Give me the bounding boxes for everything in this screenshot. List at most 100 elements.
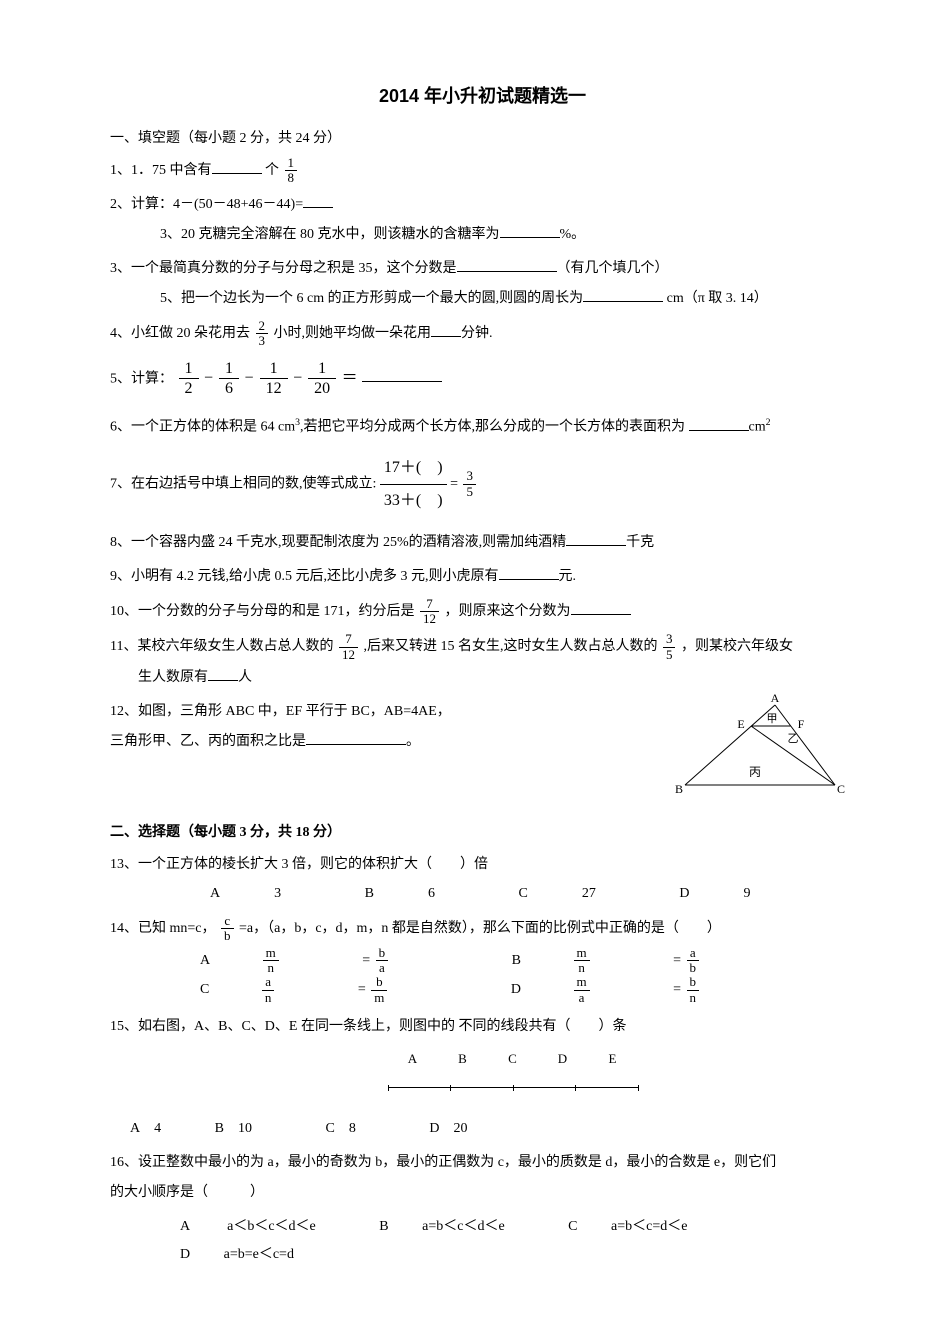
opt-value: 9 [743, 881, 750, 906]
frac-den: 12 [420, 612, 439, 626]
opt-value: a=b＜c＜d＜e [422, 1213, 505, 1241]
frac-den: n [263, 961, 279, 975]
blank [583, 288, 663, 302]
q11-f1: 712 [339, 632, 358, 662]
q8-text-b: 千克 [626, 535, 654, 550]
opt-label: A [180, 1213, 190, 1241]
opt-d: D 20 [429, 1115, 467, 1143]
q16-options: A a＜b＜c＜d＜e B a=b＜c＜d＜e C a=b＜c=d＜e D a=… [110, 1213, 855, 1269]
frac: mn [574, 946, 630, 976]
blank [303, 194, 333, 208]
frac-num: 7 [339, 632, 358, 647]
frac-num: m [574, 975, 590, 990]
frac-den: 5 [663, 648, 676, 662]
q8: 8、一个容器内盛 24 千克水,现要配制浓度为 25%的酒精溶液,则需加纯酒精千… [110, 529, 855, 557]
q15-line-figure: ABCDE [110, 1047, 855, 1097]
point-label: A [388, 1047, 438, 1070]
q4-text-b: 小时,则她平均做一朵花用 [274, 326, 432, 341]
expr-bot: 33＋( ) [380, 485, 447, 517]
frac-num: 7 [420, 597, 439, 612]
opt-value: 3 [274, 881, 281, 906]
q5-f1: 12 [179, 359, 199, 399]
frac-num: a [687, 946, 700, 961]
opt-b: B mn = ab [512, 946, 779, 976]
opt-label: D [679, 881, 689, 906]
frac-den: 3 [256, 334, 269, 348]
opt-label: D [180, 1241, 190, 1269]
svg-text:A: A [771, 691, 780, 705]
page-title: 2014 年小升初试题精选一 [110, 80, 855, 112]
opt-b: B 10 [215, 1115, 252, 1143]
q3b: 5、把一个边长为一个 6 cm 的正方形剪成一个最大的圆,则圆的周长为 cm（π… [110, 285, 855, 313]
q6-text-a: 6、一个正方体的体积是 64 cm [110, 420, 295, 435]
q1-text-a: 1、1．75 中含有 [110, 163, 212, 178]
frac-den: 2 [179, 379, 199, 399]
frac-num: a [262, 975, 275, 990]
q14: 14、已知 mn=c， cb =a，（a，b，c，d，m，n 都是自然数），那么… [110, 914, 855, 944]
frac: ba [376, 946, 429, 976]
q7-fraction: 35 [463, 469, 476, 499]
q11-cont: 生人数原有 人 [110, 664, 855, 692]
frac-den: 12 [339, 648, 358, 662]
triangle-figure: A B C E F 甲 乙 丙 [655, 690, 855, 800]
opt-a: A 4 [130, 1115, 161, 1143]
opt-c: C 8 [325, 1115, 355, 1143]
frac: bn [687, 975, 740, 1005]
q16-text-a: 16、设正整数中最小的为 a，最小的奇数为 b，最小的正偶数为 c，最小的质数是… [110, 1155, 776, 1170]
blank [689, 417, 749, 431]
q2b-text-b: %。 [560, 227, 586, 242]
q16-cont: 的大小顺序是（ ） [110, 1179, 855, 1207]
opt-label: C [325, 1121, 334, 1136]
q5-f4: 120 [308, 359, 336, 399]
opt-label: C [568, 1213, 577, 1241]
opt-label: B [512, 948, 521, 973]
frac: mn [263, 946, 319, 976]
opt-a: A a＜b＜c＜d＜e [180, 1213, 346, 1241]
q15-options: A 4 B 10 C 8 D 20 [110, 1115, 855, 1143]
q6-text-b: ,若把它平均分成两个长方体,那么分成的一个长方体的表面积为 [300, 420, 685, 435]
q14-fraction: cb [221, 914, 234, 944]
q11-text-d: 生人数原有 [138, 670, 208, 685]
q3b-text-b: cm（π 取 3. 14） [663, 291, 768, 306]
q11-text-e: 人 [238, 670, 252, 685]
svg-text:乙: 乙 [788, 732, 799, 745]
q11-text-b: ,后来又转进 15 名女生,这时女生人数占总人数的 [363, 639, 657, 654]
q5-f2: 16 [219, 359, 239, 399]
q7: 7、在右边括号中填上相同的数,使等式成立: 17＋( )33＋( ) = 35 [110, 452, 855, 517]
svg-text:C: C [837, 782, 845, 796]
frac-num: 1 [179, 359, 199, 380]
q9-text-b: 元. [559, 569, 577, 584]
frac-num: c [221, 914, 234, 929]
minus: − [245, 369, 258, 386]
q2: 2、计算：4－(50－48+46－44)= [110, 191, 855, 219]
q7-eq: = [450, 476, 458, 491]
frac-den: a [376, 961, 389, 975]
line-point-labels: ABCDE [170, 1047, 855, 1072]
opt-value: a=b＜c=d＜e [611, 1213, 687, 1241]
opt-d: D a=b=e＜c=d [180, 1241, 324, 1269]
opt-b: B 6 [365, 881, 475, 906]
svg-text:丙: 丙 [749, 765, 761, 779]
svg-text:甲: 甲 [767, 713, 778, 725]
q4-fraction: 23 [256, 319, 269, 349]
q12-text-b: 三角形甲、乙、丙的面积之比是 [110, 734, 306, 749]
q11-text-c: ，则某校六年级女 [681, 639, 793, 654]
opt-label: A [200, 948, 210, 973]
frac: ma [574, 975, 630, 1005]
q9: 9、小明有 4.2 元钱,给小虎 0.5 元后,还比小虎多 3 元,则小虎原有元… [110, 563, 855, 591]
frac-num: 1 [285, 156, 298, 171]
q1: 1、1．75 中含有 个 18 [110, 156, 855, 186]
point-label: B [438, 1047, 488, 1070]
blank [566, 532, 626, 546]
opt-label: A [130, 1121, 140, 1136]
opt-value: 6 [428, 881, 435, 906]
q11-f2: 35 [663, 632, 676, 662]
q10-text-a: 10、一个分数的分子与分母的和是 171，约分后是 [110, 604, 415, 619]
frac-den: 8 [285, 171, 298, 185]
frac: bm [371, 975, 427, 1005]
frac-den: b [221, 929, 234, 943]
opt-value: 27 [582, 881, 596, 906]
opt-value: 10 [238, 1121, 252, 1136]
opt-value: 8 [349, 1121, 356, 1136]
opt-label: B [365, 881, 374, 906]
